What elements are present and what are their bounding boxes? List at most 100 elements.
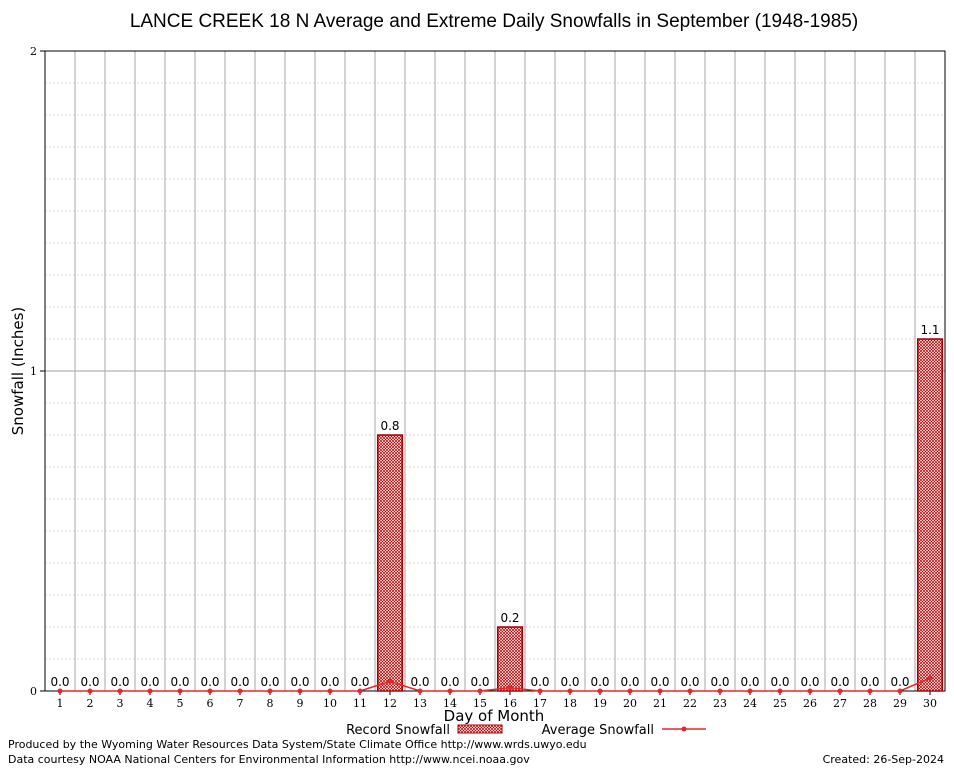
x-tick-label: 2 bbox=[87, 697, 94, 710]
legend-record-swatch bbox=[457, 724, 503, 734]
data-label: 0.8 bbox=[380, 419, 399, 433]
average-point bbox=[837, 688, 843, 694]
data-label: 0.0 bbox=[440, 675, 459, 689]
data-label: 0.0 bbox=[680, 675, 699, 689]
x-tick-label: 1 bbox=[57, 697, 64, 710]
y-tick-label: 0 bbox=[30, 685, 37, 698]
x-tick-label: 20 bbox=[623, 697, 637, 710]
average-point bbox=[477, 688, 483, 694]
average-point bbox=[867, 688, 873, 694]
average-point bbox=[177, 688, 183, 694]
data-label: 0.0 bbox=[50, 675, 69, 689]
x-tick-label: 17 bbox=[533, 697, 547, 710]
average-point bbox=[57, 688, 63, 694]
average-point bbox=[747, 688, 753, 694]
average-point bbox=[447, 688, 453, 694]
average-point bbox=[507, 685, 513, 691]
x-tick-label: 22 bbox=[683, 697, 697, 710]
x-tick-label: 29 bbox=[893, 697, 907, 710]
legend-record-label: Record Snowfall bbox=[346, 723, 450, 738]
data-label: 0.0 bbox=[410, 675, 429, 689]
x-tick-label: 25 bbox=[773, 697, 787, 710]
average-point bbox=[657, 688, 663, 694]
data-label: 0.0 bbox=[590, 675, 609, 689]
x-tick-label: 28 bbox=[863, 697, 877, 710]
average-point bbox=[777, 688, 783, 694]
x-tick-label: 6 bbox=[207, 697, 214, 710]
data-label: 0.0 bbox=[140, 675, 159, 689]
data-label: 0.0 bbox=[890, 675, 909, 689]
average-point bbox=[297, 688, 303, 694]
x-tick-label: 12 bbox=[383, 697, 397, 710]
average-point bbox=[807, 688, 813, 694]
data-label: 0.0 bbox=[290, 675, 309, 689]
data-label: 0.0 bbox=[200, 675, 219, 689]
x-tick-label: 27 bbox=[833, 697, 847, 710]
average-point bbox=[117, 688, 123, 694]
average-point bbox=[147, 688, 153, 694]
average-point bbox=[567, 688, 573, 694]
data-label: 0.0 bbox=[110, 675, 129, 689]
data-label: 0.0 bbox=[230, 675, 249, 689]
x-tick-label: 4 bbox=[147, 697, 154, 710]
average-point bbox=[627, 688, 633, 694]
x-tick-label: 11 bbox=[353, 697, 367, 710]
chart-title: LANCE CREEK 18 N Average and Extreme Dai… bbox=[130, 11, 858, 32]
x-tick-label: 21 bbox=[653, 697, 667, 710]
x-tick-label: 26 bbox=[803, 697, 817, 710]
footer-data-courtesy: Data courtesy NOAA National Centers for … bbox=[8, 753, 530, 766]
x-tick-label: 13 bbox=[413, 697, 427, 710]
data-label: 0.0 bbox=[710, 675, 729, 689]
y-axis-ticks: 0 1 2 bbox=[30, 45, 45, 698]
x-tick-label: 10 bbox=[323, 697, 337, 710]
data-label: 0.0 bbox=[800, 675, 819, 689]
data-label: 0.0 bbox=[530, 675, 549, 689]
data-label: 0.0 bbox=[560, 675, 579, 689]
y-tick-label: 2 bbox=[30, 45, 37, 58]
record-bar bbox=[496, 626, 524, 692]
average-point bbox=[897, 688, 903, 694]
average-line bbox=[57, 675, 933, 694]
data-label: 0.0 bbox=[830, 675, 849, 689]
data-label: 0.0 bbox=[740, 675, 759, 689]
average-point bbox=[687, 688, 693, 694]
data-label: 0.0 bbox=[260, 675, 279, 689]
data-label: 0.0 bbox=[320, 675, 339, 689]
data-label: 0.2 bbox=[500, 611, 519, 625]
x-tick-label: 30 bbox=[923, 697, 937, 710]
y-axis-label: Snowfall (Inches) bbox=[9, 307, 27, 435]
data-label: 0.0 bbox=[650, 675, 669, 689]
data-label: 0.0 bbox=[470, 675, 489, 689]
data-label: 0.0 bbox=[770, 675, 789, 689]
average-point bbox=[417, 688, 423, 694]
data-label: 1.1 bbox=[920, 323, 939, 337]
average-point bbox=[927, 675, 933, 681]
average-point bbox=[717, 688, 723, 694]
grid bbox=[45, 51, 945, 691]
x-axis-label: Day of Month bbox=[444, 707, 545, 725]
x-tick-label: 3 bbox=[117, 697, 124, 710]
x-tick-label: 9 bbox=[297, 697, 304, 710]
average-point bbox=[207, 688, 213, 694]
x-tick-label: 23 bbox=[713, 697, 727, 710]
x-tick-label: 24 bbox=[743, 697, 757, 710]
record-bar bbox=[376, 434, 404, 692]
data-label: 0.0 bbox=[620, 675, 639, 689]
x-axis-ticks: 1 2 3 4 5 6 7 8 9 10 11 12 13 14 15 16 17 18 19 20 21 22 23 24 2… bbox=[57, 691, 937, 710]
average-series-line bbox=[60, 677, 931, 692]
x-tick-label: 14 bbox=[443, 697, 457, 710]
y-tick-label: 1 bbox=[30, 365, 37, 378]
average-point bbox=[267, 688, 273, 694]
record-bars bbox=[376, 338, 944, 692]
x-tick-label: 5 bbox=[177, 697, 184, 710]
average-point bbox=[597, 688, 603, 694]
average-point bbox=[387, 678, 393, 684]
average-point bbox=[237, 688, 243, 694]
x-tick-label: 8 bbox=[267, 697, 274, 710]
data-label: 0.0 bbox=[860, 675, 879, 689]
x-tick-label: 16 bbox=[503, 697, 517, 710]
legend-average-label: Average Snowfall bbox=[542, 723, 654, 738]
x-tick-label: 7 bbox=[237, 697, 244, 710]
x-tick-label: 15 bbox=[473, 697, 487, 710]
data-labels: 0.0 0.0 0.0 0.0 0.0 0.0 0.0 0.0 0.0 0.0 0.0 0.8 0.0 0… bbox=[50, 323, 939, 689]
